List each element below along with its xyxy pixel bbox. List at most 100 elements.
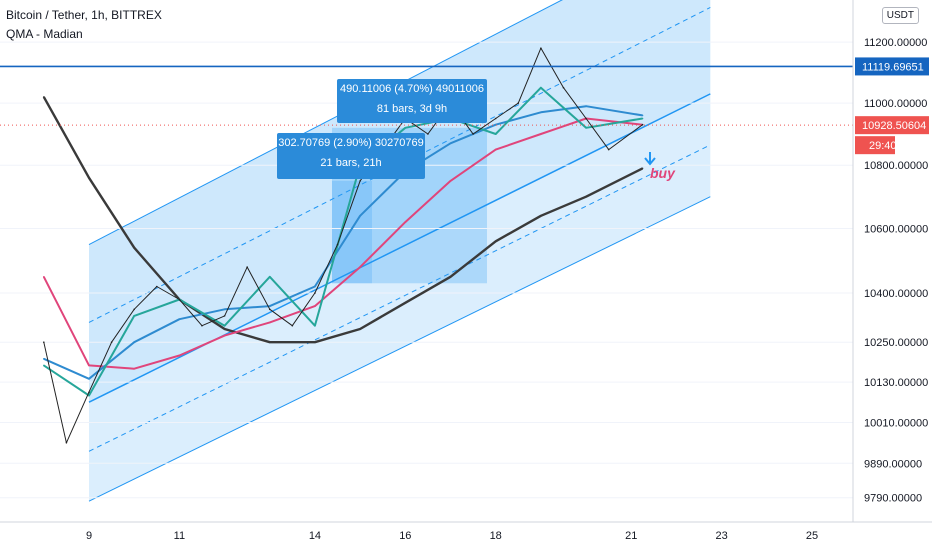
series-4-point-11 (291, 324, 294, 327)
time-tick-label-1: 11 (174, 530, 185, 542)
series-3-point-0 (43, 364, 45, 367)
series-3-point-13 (641, 117, 644, 120)
time-tick-label-2: 14 (309, 530, 321, 542)
price-tick-label-8: 9890.00000 (864, 458, 922, 470)
channel-lower-dashed-line (88, 144, 711, 452)
grid-lines (0, 41, 853, 499)
currency-button[interactable]: USDT (881, 7, 919, 24)
measurement-1-bars: 81 bars, 3d 9h (376, 103, 448, 115)
series-1-point-2 (133, 367, 135, 370)
series-3-point-4 (223, 324, 226, 327)
indicator-title: QMA - Madian (6, 27, 83, 41)
price-tick-label-4: 10400.00000 (864, 288, 928, 300)
series-4-point-17 (427, 133, 429, 135)
series-0-point-6 (314, 341, 316, 344)
series-3-point-6 (314, 324, 316, 327)
price-tick-label-1: 11000.00000 (864, 98, 927, 110)
series-3-point-2 (133, 315, 135, 317)
series-0-point-0 (43, 96, 45, 98)
last-price-tag-label: 10928.50604 (862, 120, 926, 132)
time-tick-label-3: 16 (399, 530, 411, 542)
time-tick-label-0: 9 (86, 530, 92, 542)
series-0-point-4 (223, 328, 226, 330)
series-0-point-13 (641, 167, 644, 170)
series-4-point-5 (155, 285, 158, 288)
series-line-2 (43, 105, 643, 380)
time-tick-label-4: 18 (490, 530, 502, 542)
series-3-point-11 (540, 86, 542, 89)
series-0-point-9 (449, 275, 452, 278)
time-tick-label-6: 23 (716, 530, 728, 542)
series-4-point-20 (494, 117, 497, 120)
channel-lower-fill (89, 93, 711, 502)
series-4-point-21 (517, 102, 520, 104)
price-axis: 11200.00000 11000.00000 10800.00000 10600.0… (852, 0, 928, 522)
measurement-1-price: 490.11006 (4.70%) 49011006 (340, 83, 484, 95)
measurement-2-bars: 21 bars, 21h (320, 157, 382, 169)
series-3-point-12 (585, 126, 587, 129)
level-price-tag-label: 11119.69651 (862, 61, 924, 73)
price-tick-label-5: 10250.00000 (864, 337, 928, 349)
series-line-0 (42, 96, 644, 344)
series-3-point-1 (88, 394, 90, 397)
series-4-point-24 (585, 117, 587, 120)
series-1-point-8 (404, 221, 407, 223)
price-tick-label-0: 11200.00000 (864, 37, 927, 49)
countdown-tag-bg (855, 136, 895, 155)
series-1-point-10 (494, 148, 497, 151)
channel-upper-dashed-line (88, 7, 711, 323)
series-2-point-7 (359, 214, 361, 217)
series-1-point-1 (88, 364, 90, 367)
series-4-point-22 (540, 47, 542, 49)
series-2-point-1 (88, 377, 90, 380)
level-price-tag-bg (855, 57, 929, 76)
series-4-point-25 (607, 148, 610, 151)
series-4-point-3 (110, 341, 113, 344)
series-4-point-4 (133, 308, 135, 311)
price-tick-label-2: 10800.00000 (864, 160, 928, 172)
time-tick-label-7: 25 (806, 530, 818, 542)
measurement-2-price: 302.70769 (2.90%) 30270769 (278, 137, 424, 149)
price-tick-label-6: 10130.00000 (864, 377, 928, 389)
series-4-point-13 (336, 243, 339, 246)
countdown-tag-label: 29:40 (869, 140, 897, 152)
measurement-box-2 (332, 180, 372, 284)
series-4-point-7 (201, 324, 203, 327)
series-2-point-11 (540, 111, 542, 114)
series-1-point-5 (268, 321, 271, 324)
series-0-point-10 (494, 240, 497, 243)
series-1-point-0 (43, 275, 45, 278)
series-0-point-1 (88, 176, 90, 179)
series-4-point-0 (43, 341, 45, 344)
series-4-point-10 (268, 308, 271, 311)
series-0-point-5 (268, 341, 271, 344)
series-4-point-14 (359, 180, 361, 182)
channel-center-line (88, 93, 711, 403)
symbol-title: Bitcoin / Tether, 1h, BITTREX (6, 8, 162, 22)
measurement-label-1: 490.11006 (4.70%) 49011006 81 bars, 3d 9… (337, 79, 487, 123)
series-4-point-6 (178, 298, 181, 301)
series-2-point-4 (223, 308, 226, 311)
series-2-point-5 (268, 305, 271, 307)
series-layer (0, 47, 853, 444)
series-2-point-2 (133, 341, 135, 344)
series-4-point-1 (65, 442, 68, 444)
regression-channel (88, 0, 711, 502)
series-3-point-5 (268, 275, 271, 278)
time-axis: 9 11 14 16 18 21 23 25 (0, 521, 932, 542)
series-1-point-11 (540, 133, 542, 135)
channel-lower-line (88, 196, 711, 502)
series-4-point-26 (641, 123, 644, 126)
price-tick-label-9: 9790.00000 (864, 493, 922, 505)
series-1-point-9 (449, 180, 452, 182)
price-tick-label-3: 10600.00000 (864, 224, 928, 236)
series-3-point-8 (404, 126, 407, 129)
last-price-tag-bg (855, 116, 929, 135)
series-2-point-12 (585, 105, 587, 107)
series-4-point-8 (223, 315, 226, 317)
series-2-point-0 (43, 357, 45, 360)
series-2-point-9 (449, 142, 452, 145)
series-0-point-11 (540, 214, 542, 217)
series-1-point-3 (178, 354, 181, 357)
